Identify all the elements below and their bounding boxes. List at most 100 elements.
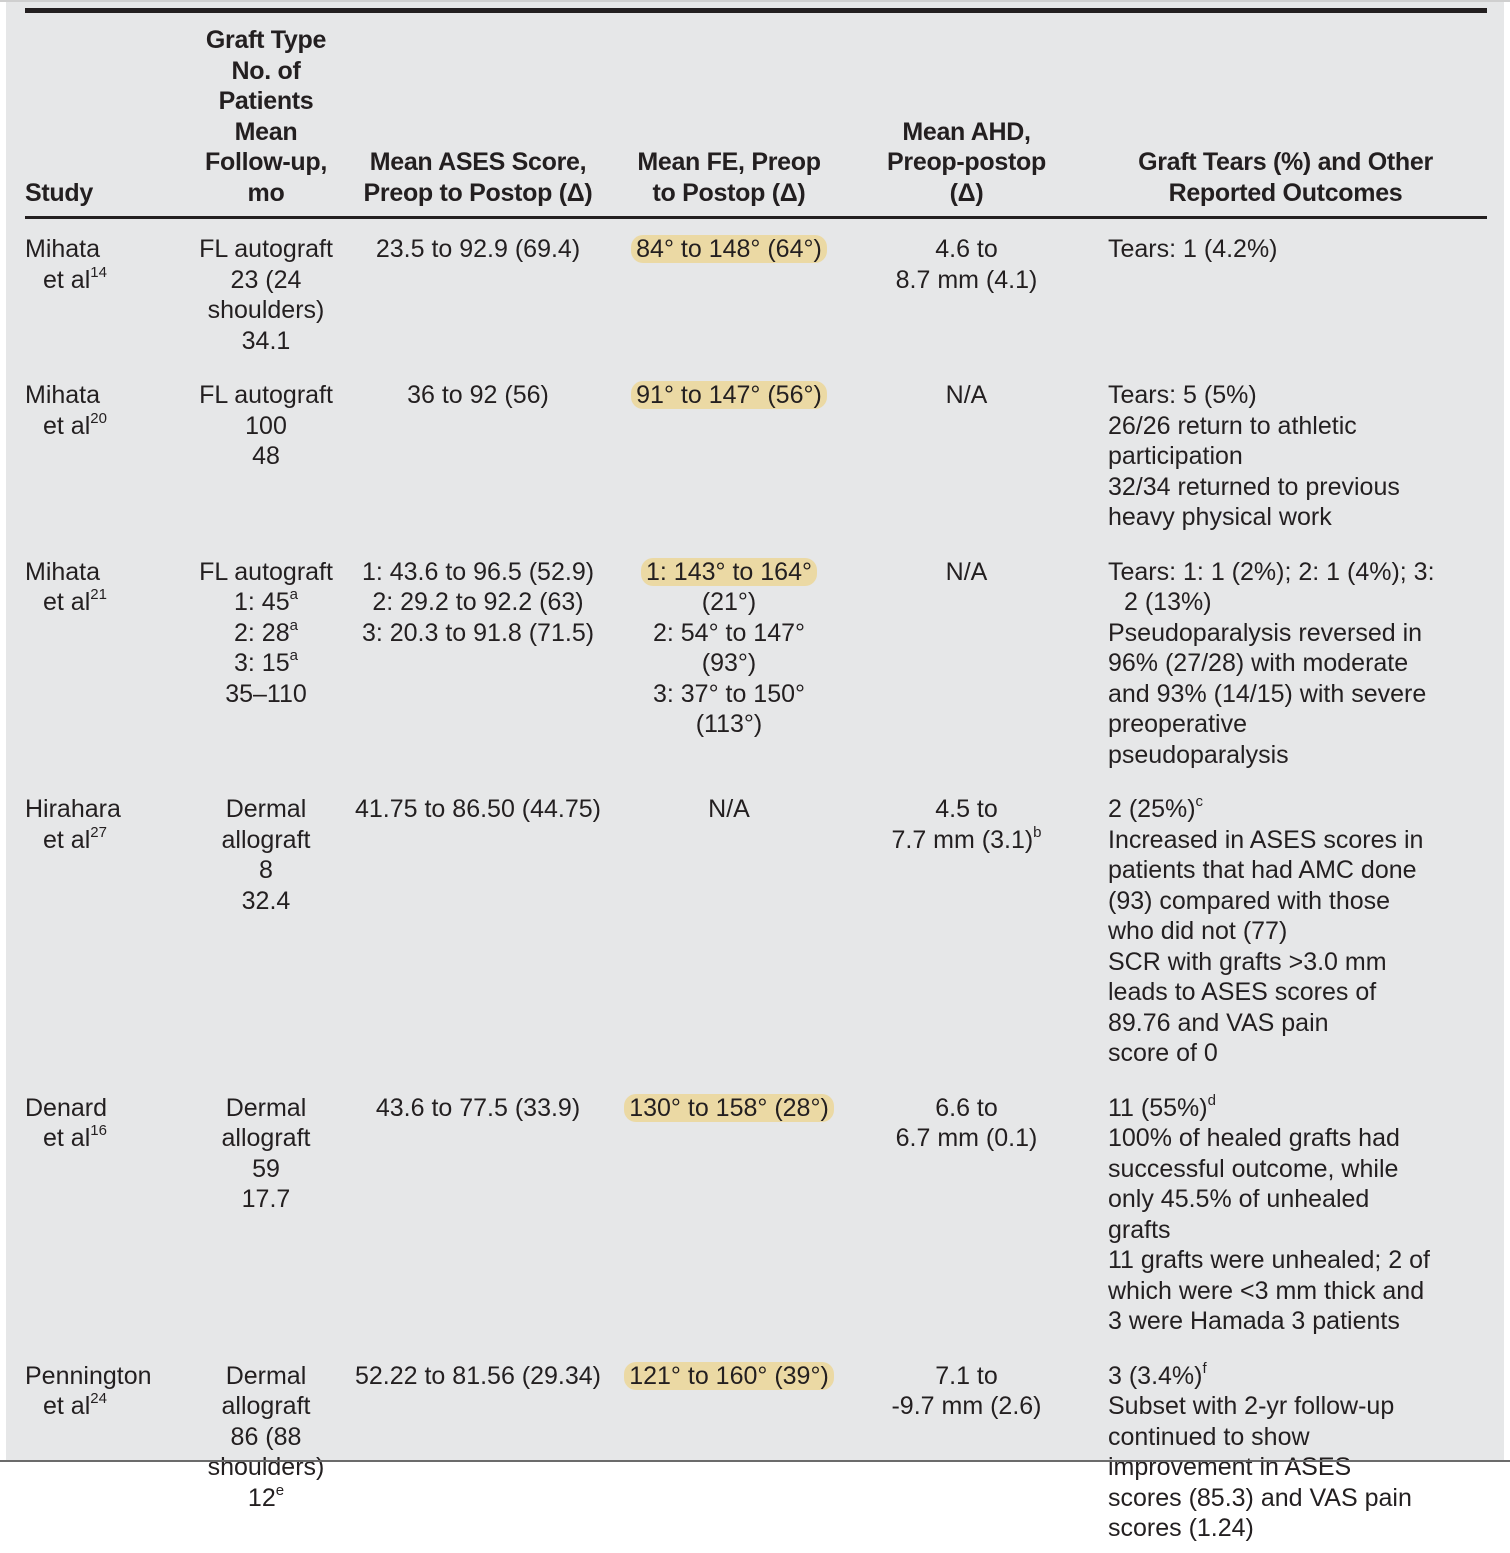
footnote-superscript: f bbox=[1202, 1359, 1207, 1377]
cell-graft: Dermal allograft 59 17.7 bbox=[185, 1078, 347, 1346]
value-text: 32.4 bbox=[241, 886, 291, 915]
value-text: participation bbox=[1108, 442, 1243, 470]
cell-fe: 121° to 160° (39°) bbox=[609, 1346, 849, 1553]
value-text: 8.7 mm (4.1) bbox=[895, 265, 1038, 294]
header-graft: Graft Type No. of Patients Mean Follow-u… bbox=[205, 26, 327, 207]
cell-graft-line: 12e bbox=[185, 1483, 347, 1514]
value-text: 2: 28 bbox=[234, 618, 290, 647]
cell-ahd: N/A bbox=[849, 542, 1084, 780]
cell-outcomes: 2 (25%)c Increased in ASES scores in patie… bbox=[1084, 779, 1487, 1078]
value-text: 3 were Hamada 3 patients bbox=[1108, 1307, 1400, 1335]
cell-ases-line: 41.75 to 86.50 (44.75) bbox=[347, 794, 609, 825]
top-edge bbox=[0, 0, 1510, 2]
value-text: preoperative bbox=[1108, 710, 1247, 738]
cell-outcomes: Tears: 5 (5%) 26/26 return to athletic par… bbox=[1084, 365, 1487, 542]
cell-outcomes-line: 32/34 returned to previous bbox=[1108, 472, 1487, 503]
header-ahd: Mean AHD, Preop-postop (Δ) bbox=[887, 117, 1046, 207]
table-row: Pennington et al24 Dermal allograft 86 (88 sh… bbox=[25, 1346, 1487, 1553]
value-text: 2 (25%) bbox=[1108, 795, 1196, 823]
footnote-superscript: e bbox=[275, 1481, 285, 1499]
table-header-row: Study Graft Type No. of Patients Mean Fo… bbox=[25, 10, 1487, 218]
cell-ahd-line: N/A bbox=[849, 557, 1084, 588]
etal-text: et al bbox=[43, 1392, 91, 1420]
cell-outcomes-line: 100% of healed grafts had bbox=[1108, 1123, 1487, 1154]
value-text: leads to ASES scores of bbox=[1108, 978, 1377, 1006]
cell-outcomes-line: 11 (55%)d bbox=[1108, 1093, 1487, 1124]
value-text: score of 0 bbox=[1108, 1039, 1218, 1067]
footnote-superscript: a bbox=[289, 647, 298, 664]
highlighted-value: 91° to 147° (56°) bbox=[631, 381, 827, 409]
cell-outcomes-line: who did not (77) bbox=[1108, 916, 1487, 947]
cell-outcomes-line: 96% (27/28) with moderate bbox=[1108, 648, 1487, 679]
study-author: Mihata bbox=[25, 557, 101, 586]
cell-study: Denard et al16 bbox=[25, 1078, 185, 1346]
cell-outcomes-line: 26/26 return to athletic bbox=[1108, 411, 1487, 442]
cell-graft-line: Dermal bbox=[185, 1093, 347, 1124]
value-text: scores (85.3) and VAS pain bbox=[1108, 1483, 1412, 1512]
value-text: successful outcome, while bbox=[1108, 1154, 1399, 1183]
value-text: N/A bbox=[708, 795, 750, 823]
cell-fe-line: (21°) bbox=[609, 587, 849, 618]
table-row: Mihata et al14 FL autograft 23 (24 shoulders… bbox=[25, 218, 1487, 366]
cell-outcomes-line: participation bbox=[1108, 441, 1487, 472]
value-text: (93) compared with those bbox=[1108, 886, 1391, 915]
value-text: 35–110 bbox=[225, 679, 307, 708]
value-text: patients that had AMC done bbox=[1108, 856, 1417, 884]
cell-outcomes-line: grafts bbox=[1108, 1215, 1487, 1246]
value-text: 3 (3.4%) bbox=[1108, 1361, 1203, 1390]
cell-fe-line: 121° to 160° (39°) bbox=[609, 1361, 849, 1392]
table-row: Hirahara et al27 Dermal allograft 8 32.4 41.75… bbox=[25, 779, 1487, 1078]
cell-graft-line: 59 bbox=[185, 1154, 347, 1185]
cell-graft-line: 2: 28a bbox=[185, 618, 347, 649]
highlighted-value: 1: 143° to 164° bbox=[641, 557, 817, 586]
cell-fe: 91° to 147° (56°) bbox=[609, 365, 849, 542]
cell-outcomes-line: pseudoparalysis bbox=[1108, 740, 1487, 771]
cell-graft-line: 34.1 bbox=[185, 326, 347, 357]
cell-ahd: N/A bbox=[849, 365, 1084, 542]
value-text: 17.7 bbox=[241, 1185, 291, 1213]
cell-outcomes-line: 2 (25%)c bbox=[1108, 794, 1487, 825]
cell-outcomes-line: only 45.5% of unhealed bbox=[1108, 1184, 1487, 1215]
cell-study: Mihata et al21 bbox=[25, 542, 185, 780]
cell-ases-line: 23.5 to 92.9 (69.4) bbox=[347, 234, 609, 265]
value-text: 100 bbox=[245, 411, 287, 440]
cell-fe: 84° to 148° (64°) bbox=[609, 218, 849, 366]
value-text: 1: 43.6 to 96.5 (52.9) bbox=[361, 557, 595, 586]
table-row: Mihata et al20 FL autograft 100 48 36 to 92 (… bbox=[25, 365, 1487, 542]
cell-outcomes-line: Subset with 2-yr follow-up bbox=[1108, 1391, 1487, 1422]
value-text: 11 grafts were unhealed; 2 of bbox=[1108, 1246, 1430, 1274]
study-outcomes-table: Study Graft Type No. of Patients Mean Fo… bbox=[25, 8, 1487, 1553]
cell-ases-line: 2: 29.2 to 92.2 (63) bbox=[347, 587, 609, 618]
cell-outcomes: Tears: 1 (4.2%) bbox=[1084, 218, 1487, 366]
value-text: Tears: 5 (5%) bbox=[1108, 381, 1257, 409]
value-text: 23.5 to 92.9 (69.4) bbox=[375, 235, 581, 263]
value-text: 3: 37° to 150° bbox=[652, 679, 806, 708]
reference-superscript: 14 bbox=[90, 263, 107, 281]
cell-ases-line: 1: 43.6 to 96.5 (52.9) bbox=[347, 557, 609, 588]
cell-outcomes-line: improvement in ASES bbox=[1108, 1452, 1487, 1483]
study-etal: et al20 bbox=[25, 411, 185, 442]
cell-outcomes-line: 3 were Hamada 3 patients bbox=[1108, 1306, 1487, 1337]
value-text: shoulders) bbox=[207, 296, 325, 324]
cell-ases: 1: 43.6 to 96.5 (52.9) 2: 29.2 to 92.2 (6… bbox=[347, 542, 609, 780]
value-text: 41.75 to 86.50 (44.75) bbox=[354, 795, 602, 823]
header-fe: Mean FE, Preop to Postop (Δ) bbox=[637, 148, 821, 207]
value-text: 6.6 to bbox=[935, 1093, 998, 1122]
cell-outcomes-line: Tears: 1: 1 (2%); 2: 1 (4%); 3: bbox=[1108, 557, 1487, 588]
reference-superscript: 20 bbox=[90, 409, 107, 427]
cell-graft-line: 48 bbox=[185, 441, 347, 472]
footnote-superscript: c bbox=[1195, 793, 1204, 810]
cell-ahd: 7.1 to -9.7 mm (2.6) bbox=[849, 1346, 1084, 1553]
cell-ahd: 4.5 to 7.7 mm (3.1)b bbox=[849, 779, 1084, 1078]
cell-graft-line: 17.7 bbox=[185, 1184, 347, 1215]
cell-graft-line: Dermal bbox=[185, 1361, 347, 1392]
value-text: 43.6 to 77.5 (33.9) bbox=[375, 1093, 581, 1122]
value-text: 2: 29.2 to 92.2 (63) bbox=[372, 588, 584, 616]
value-text: 100% of healed grafts had bbox=[1108, 1124, 1400, 1152]
cell-outcomes-line: Tears: 5 (5%) bbox=[1108, 380, 1487, 411]
etal-text: et al bbox=[43, 1124, 91, 1152]
cell-ases-line: 52.22 to 81.56 (29.34) bbox=[347, 1361, 609, 1392]
value-text: Pseudoparalysis reversed in bbox=[1108, 618, 1423, 647]
cell-ahd-line: -9.7 mm (2.6) bbox=[849, 1391, 1084, 1422]
cell-graft-line: FL autograft bbox=[185, 557, 347, 588]
